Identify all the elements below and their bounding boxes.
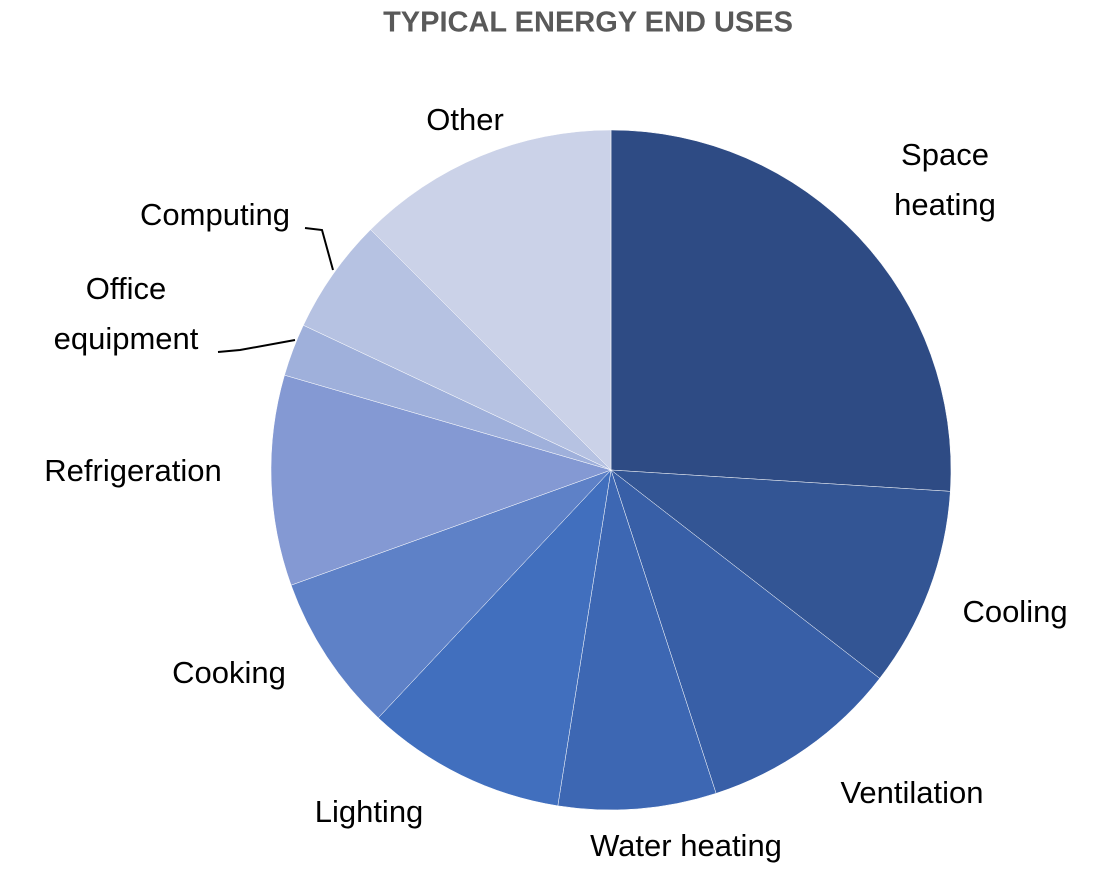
slice-label: Other <box>426 102 504 137</box>
slice-label: Space heating <box>894 137 996 222</box>
pie-slice <box>610 469 951 679</box>
pie-slice <box>290 469 612 719</box>
slice-label: Cooling <box>962 594 1067 629</box>
pie-slice <box>377 469 612 807</box>
pie-slice <box>370 129 612 471</box>
chart-title: TYPICAL ENERGY END USES <box>383 7 793 39</box>
pie-slice <box>610 469 881 794</box>
slice-label: Cooking <box>172 655 286 690</box>
leader-line <box>217 339 296 353</box>
slice-label: Office equipment <box>54 271 199 356</box>
slice-label: Ventilation <box>840 775 983 810</box>
pie-slice <box>270 374 612 586</box>
slice-label: Water heating <box>590 828 782 863</box>
slice-label: Computing <box>140 197 290 232</box>
leader-line <box>304 227 334 271</box>
pie-slice <box>557 469 717 811</box>
slice-label: Lighting <box>315 794 424 829</box>
slice-label: Refrigeration <box>44 453 221 488</box>
pie-slice <box>610 129 952 492</box>
